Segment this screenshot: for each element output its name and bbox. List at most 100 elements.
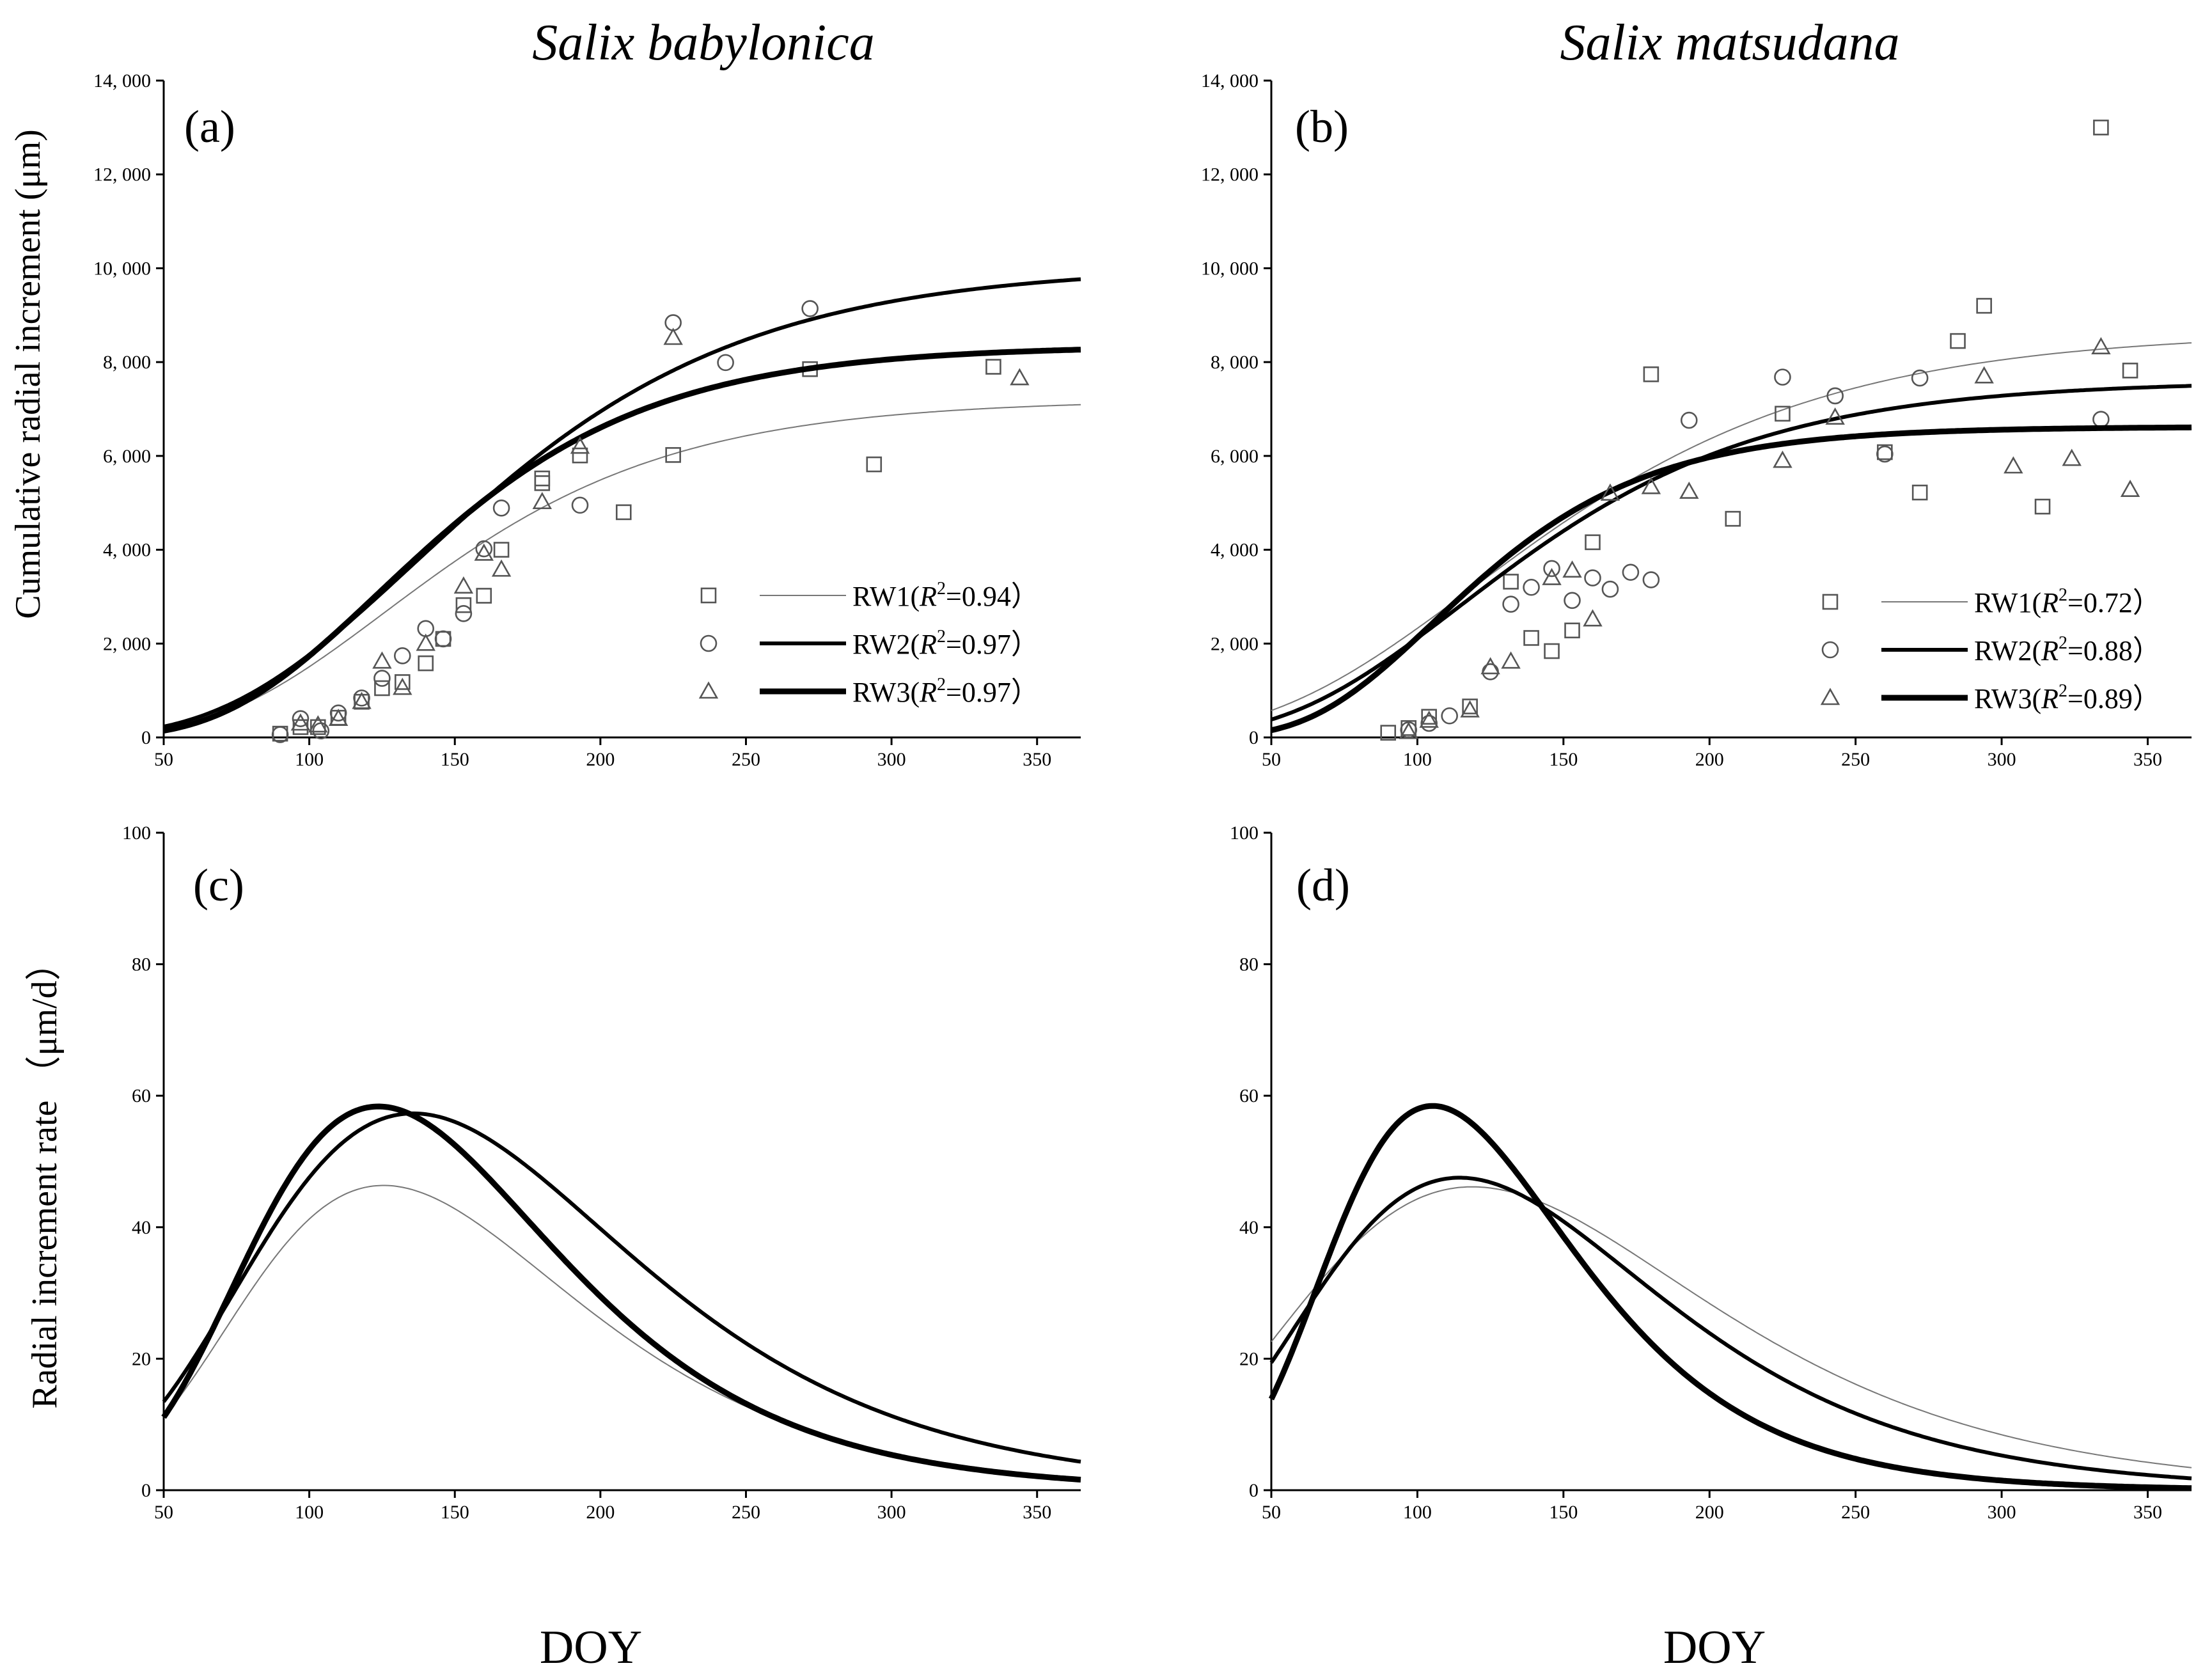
data-point-rw3 [2062, 448, 2082, 466]
data-point-rw1 [2093, 120, 2109, 136]
y-tick-label: 0 [141, 727, 151, 748]
data-point-rw3 [1600, 483, 1620, 501]
panel-d-label: (d) [1296, 860, 1350, 911]
data-point-rw1 [2122, 363, 2138, 379]
data-point-rw3 [1641, 476, 1661, 494]
data-point-rw3 [2120, 480, 2140, 497]
data-point-rw3 [663, 327, 683, 345]
data-point-rw1 [1976, 297, 1992, 314]
y-tick-label: 80 [1239, 954, 1259, 975]
data-point-rw2 [393, 647, 411, 665]
legend-label-rw3: RW3(R2=0.97） [852, 675, 1039, 708]
data-point-rw3 [1974, 366, 1994, 384]
data-point-rw1 [1643, 366, 1659, 382]
x-tick-label: 350 [2133, 1502, 2162, 1523]
y-axis-title-bottom: Radial increment rate （μm/d） [25, 945, 65, 1408]
x-tick-label: 350 [1023, 749, 1051, 770]
legend-marker-rw3 [1820, 688, 1840, 705]
data-point-rw2 [1523, 578, 1540, 596]
data-point-rw2 [353, 689, 370, 707]
panel-c: (c) 50 100 150 200 250 300 350 0 20 40 60 80 100 [122, 822, 1081, 1523]
x-tick-label: 250 [1841, 749, 1870, 770]
y-tick-label: 0 [1249, 1480, 1259, 1501]
x-tick-label: 250 [1841, 1502, 1870, 1523]
x-axis-title-left: DOY [540, 1621, 642, 1668]
y-tick-label: 60 [1239, 1085, 1259, 1106]
data-point-rw2 [717, 354, 734, 372]
x-tick-label: 100 [1403, 749, 1432, 770]
data-point-rw3 [352, 691, 372, 709]
fit-line-rw2 [1271, 384, 2192, 721]
x-tick-label: 300 [1988, 749, 2016, 770]
x-tick-label: 100 [295, 749, 324, 770]
data-point-rw3 [372, 651, 392, 669]
x-tick-label: 200 [1695, 1502, 1724, 1523]
x-tick-label: 300 [1988, 1502, 2016, 1523]
fit-line-rw3 [1271, 424, 2192, 734]
y-tick-label: 12, 000 [93, 164, 151, 185]
data-point-rw3 [1501, 651, 1521, 669]
y-tick-label: 100 [122, 822, 151, 844]
x-tick-label: 200 [586, 1502, 615, 1523]
x-tick-label: 150 [441, 1502, 469, 1523]
data-point-rw3 [328, 709, 349, 726]
x-tick-label: 350 [1023, 1502, 1051, 1523]
data-point-rw1 [418, 655, 434, 672]
data-point-rw1 [665, 447, 681, 463]
data-point-rw2 [801, 300, 819, 317]
panel-a-title: Salix babylonica [532, 15, 874, 71]
x-tick-label: 50 [1262, 749, 1281, 770]
data-point-rw1 [1585, 534, 1601, 551]
x-tick-label: 150 [441, 749, 469, 770]
x-tick-label: 250 [732, 1502, 760, 1523]
data-point-rw2 [1482, 663, 1499, 681]
data-point-rw1 [534, 475, 551, 491]
data-point-rw2 [1774, 368, 1791, 386]
fit-line-rw1 [1271, 1186, 2192, 1468]
y-tick-label: 2, 000 [1211, 633, 1259, 654]
data-point-rw2 [1826, 387, 1844, 405]
y-tick-label: 80 [132, 954, 151, 975]
legend-marker-rw1 [1822, 594, 1839, 610]
data-point-rw2 [271, 726, 289, 743]
data-point-rw3 [1460, 700, 1480, 718]
panel-b-title: Salix matsudana [1560, 15, 1899, 71]
data-point-rw2 [1911, 369, 1929, 387]
y-tick-label: 100 [1230, 822, 1259, 844]
x-tick-label: 100 [1403, 1502, 1432, 1523]
data-point-rw3 [1419, 710, 1439, 728]
x-tick-label: 50 [154, 749, 173, 770]
data-point-rw2 [1543, 560, 1560, 578]
data-point-rw1 [866, 456, 882, 473]
y-tick-label: 10, 000 [1201, 258, 1259, 279]
data-point-rw2 [492, 499, 510, 517]
fit-line-rw3 [163, 347, 1081, 734]
data-point-rw3 [1825, 407, 1845, 425]
y-tick-label: 40 [1239, 1217, 1259, 1238]
x-tick-label: 350 [2133, 749, 2162, 770]
data-point-rw3 [2091, 337, 2111, 354]
y-tick-label: 14, 000 [1201, 70, 1259, 91]
y-tick-label: 14, 000 [93, 70, 151, 91]
panel-b-label: (b) [1295, 101, 1349, 152]
data-point-rw2 [292, 710, 310, 727]
panel-a: (a) 50 100 150 200 250 300 350 0 2, 000 4, 000 6, … [93, 70, 1081, 770]
y-tick-label: 40 [132, 1217, 151, 1238]
data-point-rw1 [1544, 643, 1560, 659]
legend-marker-rw3 [698, 681, 719, 699]
y-tick-label: 2, 000 [103, 633, 151, 654]
x-tick-label: 200 [1695, 749, 1724, 770]
data-point-rw2 [329, 704, 347, 722]
data-point-rw1 [1503, 574, 1519, 590]
data-point-rw3 [1010, 368, 1030, 386]
data-point-rw3 [1562, 560, 1582, 578]
data-point-rw1 [2034, 498, 2051, 515]
data-point-rw3 [393, 677, 412, 695]
x-tick-label: 200 [586, 749, 615, 770]
panel-d: (d) 50 100 150 200 250 300 350 0 20 40 60 80 100 [1230, 822, 2192, 1523]
data-point-rw2 [434, 630, 452, 648]
data-point-rw1 [455, 597, 472, 613]
fit-line-rw1 [1271, 342, 2192, 711]
x-tick-label: 100 [295, 1502, 324, 1523]
data-point-rw1 [394, 674, 411, 690]
